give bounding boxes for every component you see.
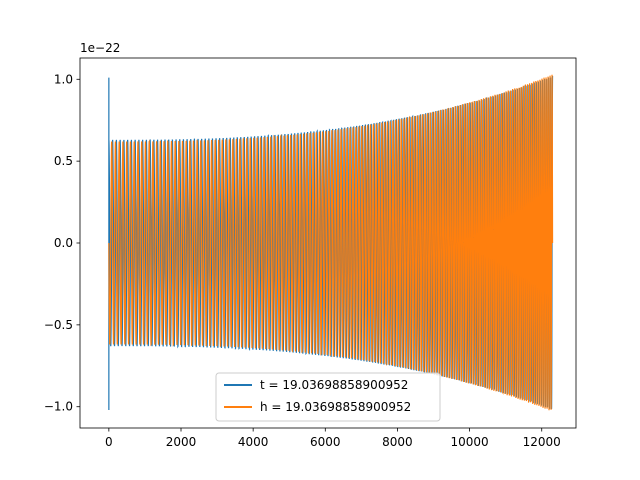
x-tick-label: 2000 [166, 435, 197, 449]
y-offset-label: 1e−22 [80, 41, 120, 55]
legend-box [215, 372, 441, 422]
y-tick-label: −0.5 [44, 318, 73, 332]
y-tick-label: 1.0 [54, 72, 73, 86]
y-axis-ticks: −1.0 −0.5 0.0 0.5 1.0 [44, 72, 80, 414]
x-axis-ticks: 0 2000 4000 6000 8000 10000 12000 [105, 428, 561, 449]
x-tick-label: 6000 [310, 435, 341, 449]
y-tick-label: 0.0 [54, 236, 73, 250]
y-tick-label: 0.5 [54, 154, 73, 168]
y-tick-label: −1.0 [44, 400, 73, 414]
x-tick-label: 10000 [450, 435, 488, 449]
x-tick-label: 0 [105, 435, 113, 449]
series-line-h [108, 74, 554, 411]
x-tick-label: 4000 [238, 435, 269, 449]
x-tick-label: 12000 [523, 435, 561, 449]
legend-label-t: t = 19.03698858900952 [260, 378, 408, 392]
x-tick-label: 8000 [382, 435, 413, 449]
legend: t = 19.03698858900952 h = 19.03698858900… [215, 372, 441, 422]
legend-label-h: h = 19.03698858900952 [260, 400, 411, 414]
series-layer [108, 74, 554, 411]
